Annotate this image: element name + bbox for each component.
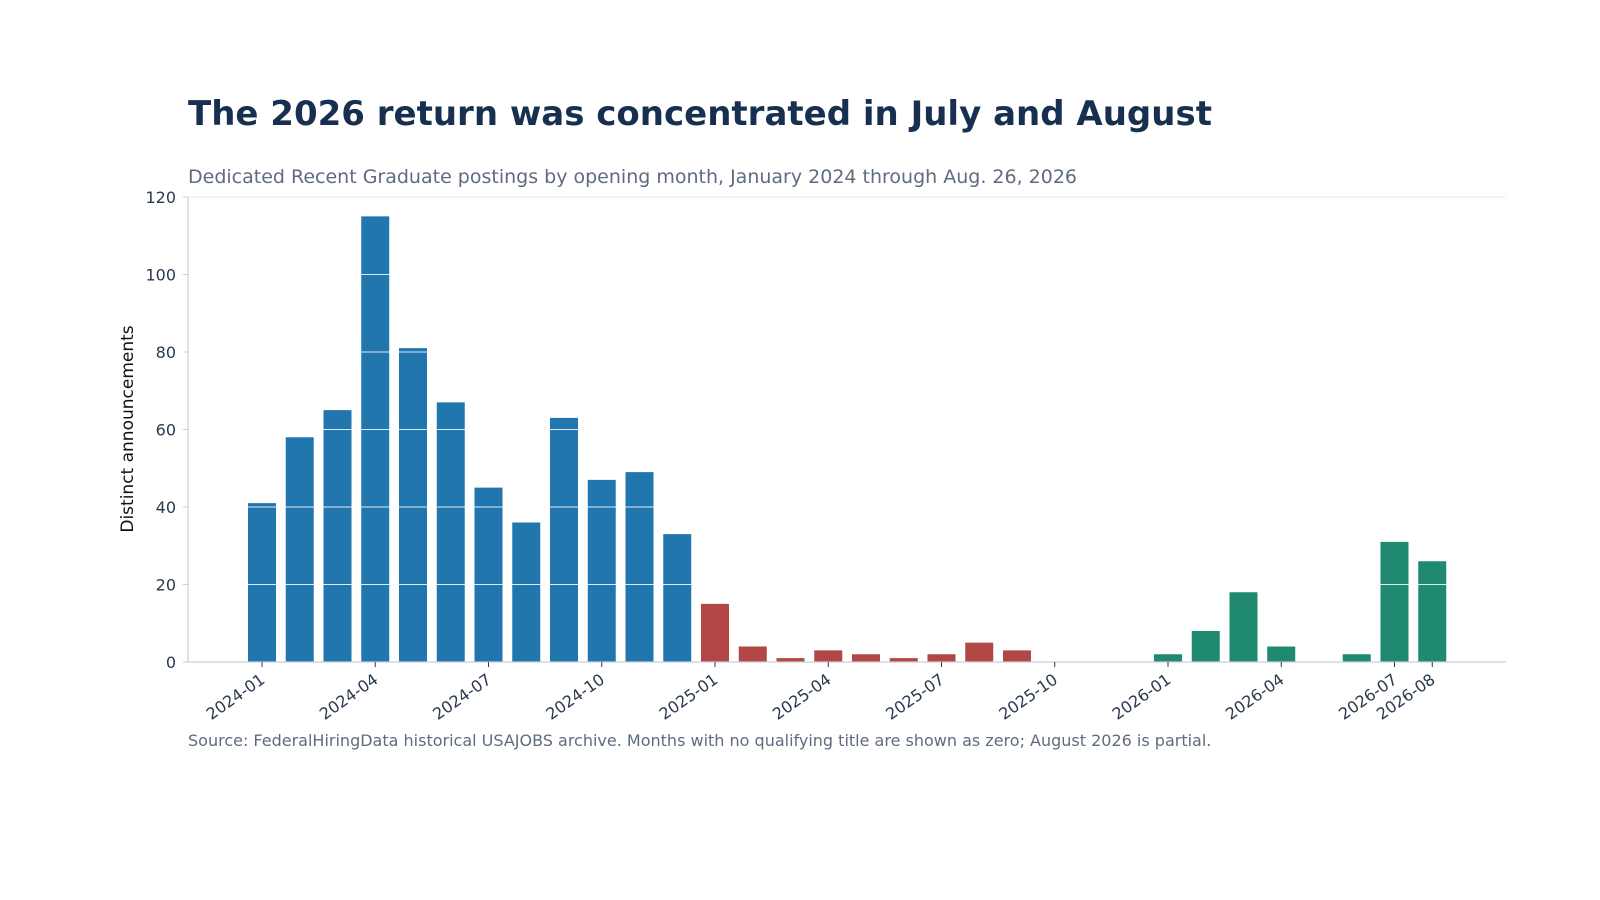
x-tick-label: 2024-01 [203,670,269,724]
bar-2026-03 [1229,592,1258,662]
x-tick-label: 2024-04 [316,670,382,724]
bar-2026-06 [1342,654,1371,662]
chart-subtitle: Dedicated Recent Graduate postings by op… [188,166,1078,188]
x-tick-label: 2026-01 [1109,670,1175,724]
x-tick-label: 2025-01 [656,670,722,724]
bar-2025-06 [889,658,918,662]
y-tick-label: 0 [166,653,176,672]
bar-2024-11 [625,472,654,662]
bar-2025-01 [701,603,729,662]
source-note: Source: FederalHiringData historical USA… [188,731,1212,750]
x-tick-label: 2025-04 [769,670,835,724]
bar-2026-08 [1418,561,1447,662]
bar-2024-07 [474,487,503,662]
bar-2024-02 [285,437,314,662]
y-tick-label: 20 [156,576,176,595]
y-axis-label: Distinct announcements [118,325,138,532]
bar-2026-01 [1154,654,1182,662]
bar-2024-03 [323,410,352,662]
y-tick-label: 60 [156,421,176,440]
bar-2024-04 [361,216,390,662]
bar-2024-12 [663,534,692,662]
bar-2024-06 [436,402,465,662]
bar-2024-01 [248,503,276,662]
bar-2025-02 [738,646,767,662]
bar-2024-10 [587,479,616,662]
bar-2025-09 [1003,650,1031,662]
y-tick-label: 120 [145,188,176,207]
chart-title: The 2026 return was concentrated in July… [188,94,1212,134]
bar-2025-05 [852,654,880,662]
bar-2026-02 [1191,631,1220,662]
bar-2024-09 [550,417,578,662]
x-tick-label: 2025-10 [995,670,1061,724]
y-tick-label: 40 [156,498,176,517]
bar-2024-05 [399,348,427,662]
x-tick-label: 2024-07 [429,670,495,724]
bar-2025-03 [776,658,805,662]
x-tick-label: 2025-07 [882,670,948,724]
bar-2024-08 [512,522,541,662]
bar-2025-08 [965,642,994,662]
bars [188,216,1506,662]
bar-2026-04 [1267,646,1296,662]
bar-2025-04 [814,650,843,662]
y-tick-label: 80 [156,343,176,362]
x-tick-label: 2026-04 [1222,670,1288,724]
bar-2026-07 [1380,541,1409,662]
x-tick-label: 2024-10 [542,670,608,724]
y-tick-label: 100 [145,266,176,285]
bar-2025-07 [927,654,956,662]
